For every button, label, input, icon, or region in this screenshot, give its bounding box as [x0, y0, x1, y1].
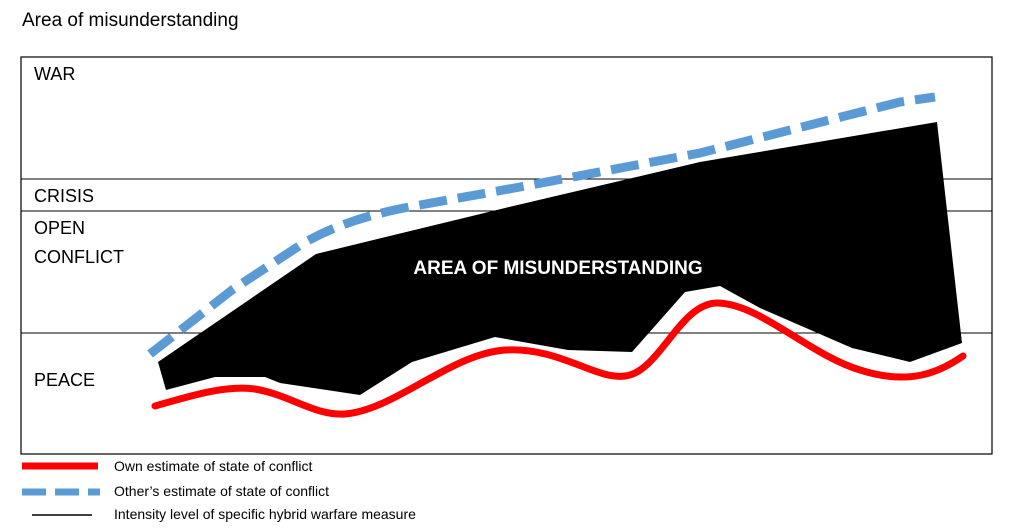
area-of-misunderstanding [158, 122, 962, 395]
legend-label-intensity: Intensity level of specific hybrid warfa… [114, 506, 416, 522]
level-label-peace: PEACE [34, 370, 95, 390]
others-estimate-line [147, 92, 936, 358]
diagram-title: Area of misunderstanding [22, 10, 239, 31]
legend-label-own-estimate: Own estimate of state of conflict [114, 458, 313, 474]
diagram-frame [20, 56, 993, 455]
level-label-open: OPEN [34, 218, 85, 238]
legend-label-others-estimate: Other’s estimate of state of conflict [114, 483, 329, 499]
area-label: AREA OF MISUNDERSTANDING [413, 258, 702, 279]
level-label-conflict: CONFLICT [34, 247, 124, 267]
level-label-crisis: CRISIS [34, 186, 94, 206]
own-estimate-line [151, 299, 967, 418]
level-label-war: WAR [34, 64, 75, 84]
